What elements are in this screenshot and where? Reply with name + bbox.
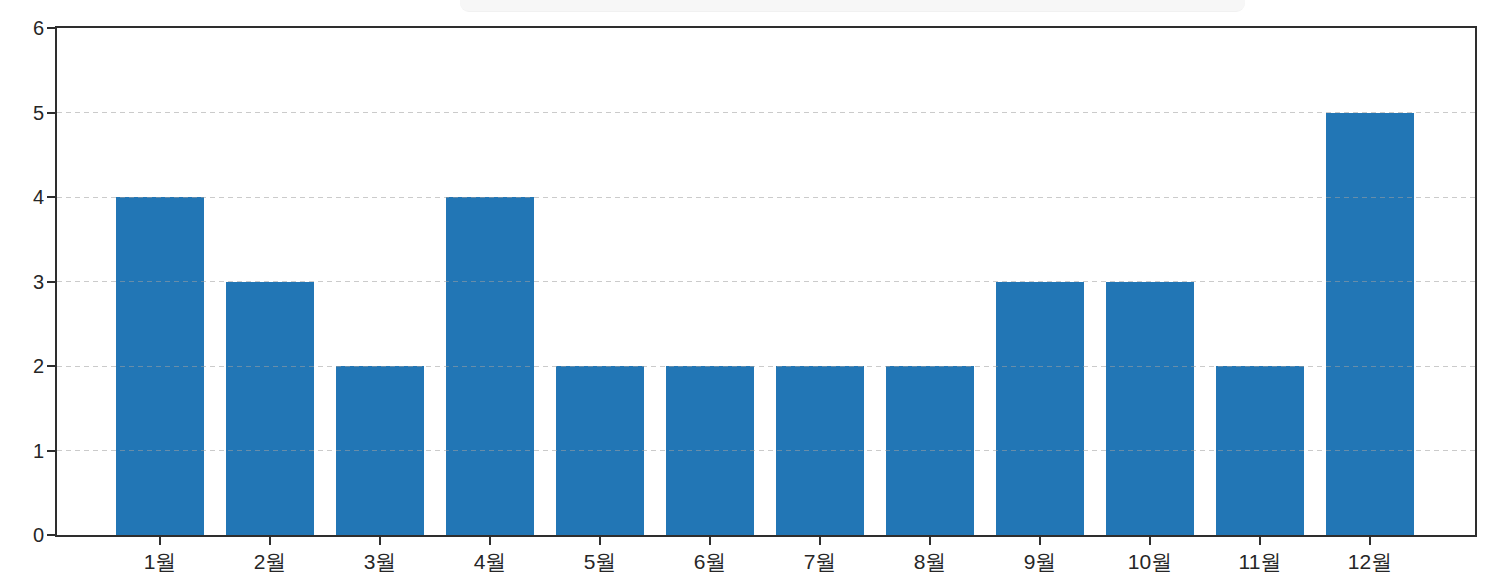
x-axis-tick-label-3월: 3월 [335, 549, 425, 575]
x-axis-tick-6월 [709, 537, 711, 545]
x-axis-tick-label-11월: 11월 [1215, 549, 1305, 575]
cutoff-element-top-edge [460, 0, 1245, 12]
x-axis-tick-label-8월: 8월 [885, 549, 975, 575]
gridline-y-3 [57, 281, 1475, 282]
x-axis-tick-8월 [929, 537, 931, 545]
y-axis-tick-5 [47, 112, 55, 114]
x-axis-tick-4월 [489, 537, 491, 545]
x-axis-tick-7월 [819, 537, 821, 545]
x-axis-tick-label-5월: 5월 [555, 549, 645, 575]
y-axis-tick-label-4: 4 [0, 185, 44, 209]
x-axis-tick-label-9월: 9월 [995, 549, 1085, 575]
plot-area [55, 26, 1477, 537]
x-axis-tick-2월 [269, 537, 271, 545]
bar-2월 [226, 282, 314, 536]
y-axis-tick-label-6: 6 [0, 16, 44, 40]
y-axis-tick-label-0: 0 [0, 523, 44, 547]
x-axis-tick-1월 [159, 537, 161, 545]
y-axis-tick-label-1: 1 [0, 439, 44, 463]
x-axis-tick-5월 [599, 537, 601, 545]
x-axis-tick-label-1월: 1월 [115, 549, 205, 575]
y-axis-tick-label-2: 2 [0, 354, 44, 378]
gridline-y-4 [57, 197, 1475, 198]
x-axis-tick-label-12월: 12월 [1325, 549, 1415, 575]
y-axis-tick-6 [47, 27, 55, 29]
bar-12월 [1326, 113, 1414, 536]
plot-inner [57, 28, 1475, 535]
bar-chart-canvas: 0 1 2 3 4 5 6 1월 2월 3월 4월 5월 6월 7월 8월 9월 10월 11월 12월 [0, 0, 1500, 583]
x-axis-tick-3월 [379, 537, 381, 545]
x-axis-tick-label-4월: 4월 [445, 549, 535, 575]
x-axis-tick-label-2월: 2월 [225, 549, 315, 575]
y-axis-tick-3 [47, 281, 55, 283]
x-axis-tick-label-7월: 7월 [775, 549, 865, 575]
gridline-y-5 [57, 112, 1475, 113]
gridline-y-1 [57, 450, 1475, 451]
y-axis-tick-0 [47, 534, 55, 536]
x-axis-tick-11월 [1259, 537, 1261, 545]
y-axis-tick-4 [47, 196, 55, 198]
bar-9월 [996, 282, 1084, 536]
y-axis-tick-label-5: 5 [0, 101, 44, 125]
x-axis-tick-12월 [1369, 537, 1371, 545]
bar-10월 [1106, 282, 1194, 536]
x-axis-tick-label-10월: 10월 [1105, 549, 1195, 575]
gridline-y-2 [57, 366, 1475, 367]
y-axis-tick-label-3: 3 [0, 270, 44, 294]
x-axis-tick-label-6월: 6월 [665, 549, 755, 575]
y-axis-tick-1 [47, 450, 55, 452]
x-axis-tick-9월 [1039, 537, 1041, 545]
x-axis-tick-10월 [1149, 537, 1151, 545]
y-axis-tick-2 [47, 365, 55, 367]
